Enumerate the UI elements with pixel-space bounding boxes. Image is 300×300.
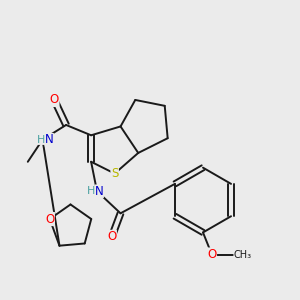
Text: H: H (37, 135, 45, 145)
Text: N: N (45, 133, 54, 146)
Text: O: O (207, 248, 217, 261)
Text: CH₃: CH₃ (234, 250, 252, 260)
Text: S: S (111, 167, 118, 180)
Text: H: H (87, 186, 95, 196)
Text: O: O (107, 230, 116, 243)
Text: O: O (50, 93, 59, 106)
Text: N: N (95, 185, 104, 198)
Text: O: O (45, 212, 54, 226)
